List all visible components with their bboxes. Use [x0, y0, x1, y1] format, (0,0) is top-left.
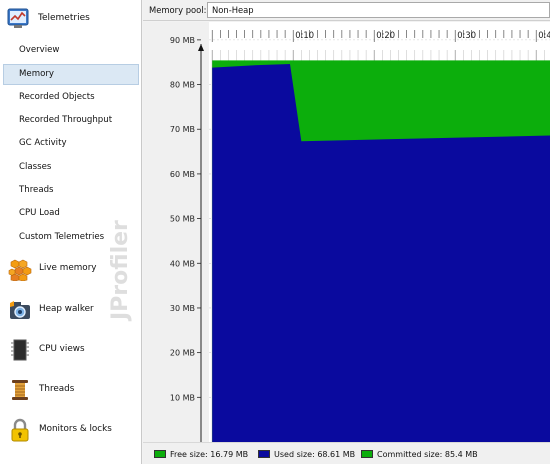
threads-section[interactable]: Threads: [0, 372, 141, 408]
chart-areas: [212, 60, 550, 442]
legend-free: Free size: 16.79 MB: [154, 450, 248, 460]
y-tick-label: 70 MB: [170, 125, 195, 134]
telemetries-label: Telemetries: [38, 13, 90, 23]
telemetries-section[interactable]: Telemetries: [0, 0, 141, 38]
chart-legend: Free size: 16.79 MB Used size: 68.61 MB …: [143, 442, 550, 464]
cpu-views-icon: [8, 338, 32, 362]
memory-pool-bar: Memory pool: Non-Heap: [143, 0, 550, 21]
legend-free-swatch: [154, 450, 166, 458]
sidebar-item-cpu-load[interactable]: CPU Load: [19, 208, 60, 218]
telemetries-icon: [7, 7, 29, 29]
sidebar-item-threads[interactable]: Threads: [19, 185, 54, 195]
x-tick-label: 0:30: [457, 30, 476, 40]
cpu-views-section[interactable]: CPU views: [0, 332, 141, 368]
memory-chart-svg: 0:10 0:20 0:30 0:40 10 MB 20 MB 30 MB 40 MB 50 M…: [143, 22, 550, 442]
x-tick-label: 0:40: [538, 30, 550, 40]
x-tick-label: 0:20: [376, 30, 395, 40]
y-tick-label: 60 MB: [170, 170, 195, 179]
threads-icon: [8, 378, 32, 402]
sidebar-item-overview[interactable]: Overview: [19, 45, 60, 55]
sidebar-item-classes[interactable]: Classes: [19, 162, 52, 172]
y-tick-label: 40 MB: [170, 259, 195, 268]
legend-used-label: Used size: 68.61 MB: [274, 450, 356, 459]
y-tick-label: 90 MB: [170, 36, 195, 45]
memory-chart[interactable]: 0:10 0:20 0:30 0:40 10 MB 20 MB 30 MB 40 MB 50 M…: [143, 22, 550, 442]
heap-walker-label: Heap walker: [39, 304, 94, 314]
lock-icon: [8, 418, 32, 442]
used-area: [212, 64, 550, 442]
heap-walker-icon: [8, 298, 32, 322]
heap-walker-section[interactable]: Heap walker: [0, 292, 141, 328]
y-tick-label: 80 MB: [170, 81, 195, 90]
legend-free-label: Free size: 16.79 MB: [170, 450, 249, 459]
live-memory-section[interactable]: Live memory: [0, 251, 141, 287]
sidebar: Telemetries Overview Memory Recorded Obj…: [0, 0, 142, 464]
live-memory-icon: [8, 257, 32, 282]
sidebar-item-custom-telemetries[interactable]: Custom Telemetries: [19, 232, 105, 242]
sidebar-item-recorded-throughput[interactable]: Recorded Throughput: [19, 115, 113, 125]
legend-committed: Committed size: 85.4 MB: [361, 450, 478, 460]
chart-axes: 0:10 0:20 0:30 0:40 10 MB 20 MB 30 MB 40 MB 50 M…: [170, 30, 550, 442]
monitors-locks-section[interactable]: Monitors & locks: [0, 412, 141, 448]
cpu-views-label: CPU views: [39, 344, 85, 354]
threads-label: Threads: [39, 384, 75, 394]
memory-pool-select[interactable]: Non-Heap: [207, 2, 550, 18]
legend-used-swatch: [258, 450, 270, 458]
sidebar-item-recorded-objects[interactable]: Recorded Objects: [19, 92, 95, 102]
sidebar-item-gc-activity[interactable]: GC Activity: [19, 138, 67, 148]
y-tick-label: 10 MB: [170, 393, 195, 402]
monitors-locks-label: Monitors & locks: [39, 424, 112, 434]
sidebar-item-memory[interactable]: Memory: [3, 64, 139, 85]
y-tick-label: 50 MB: [170, 215, 195, 224]
y-axis-arrow: [198, 44, 204, 51]
memory-pool-label: Memory pool:: [149, 5, 207, 15]
y-tick-label: 30 MB: [170, 304, 195, 313]
x-tick-label: 0:10: [295, 30, 314, 40]
jprofiler-watermark: JProfiler: [108, 220, 133, 320]
watermark-text: JProfiler: [108, 220, 133, 320]
legend-committed-label: Committed size: 85.4 MB: [377, 450, 478, 459]
legend-used: Used size: 68.61 MB: [258, 450, 355, 460]
y-tick-label: 20 MB: [170, 349, 195, 358]
legend-committed-swatch: [361, 450, 373, 458]
live-memory-label: Live memory: [39, 263, 97, 273]
